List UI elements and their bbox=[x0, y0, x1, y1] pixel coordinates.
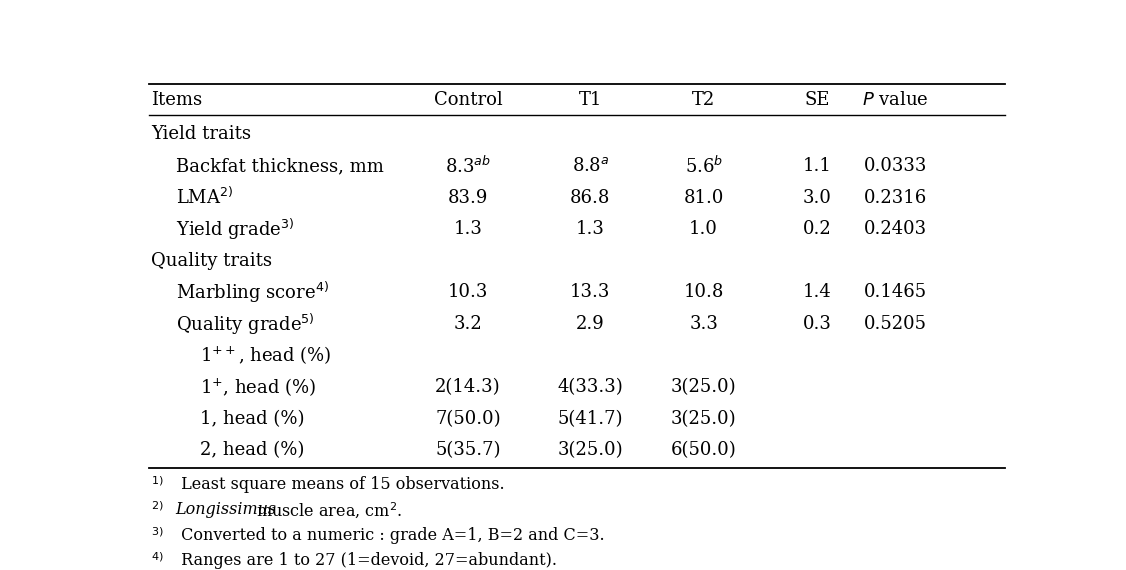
Text: 2(14.3): 2(14.3) bbox=[435, 378, 501, 396]
Text: 0.0333: 0.0333 bbox=[864, 157, 928, 175]
Text: 3.2: 3.2 bbox=[454, 315, 482, 333]
Text: Ranges are 1 to 27 (1=devoid, 27=abundant).: Ranges are 1 to 27 (1=devoid, 27=abundan… bbox=[176, 552, 556, 569]
Text: 83.9: 83.9 bbox=[448, 189, 489, 206]
Text: 0.5205: 0.5205 bbox=[864, 315, 927, 333]
Text: Yield traits: Yield traits bbox=[151, 125, 251, 143]
Text: Yield grade$^{3)}$: Yield grade$^{3)}$ bbox=[176, 217, 294, 242]
Text: Quality grade$^{5)}$: Quality grade$^{5)}$ bbox=[176, 311, 314, 336]
Text: 1$^{++}$, head (%): 1$^{++}$, head (%) bbox=[200, 345, 332, 367]
Text: 5(35.7): 5(35.7) bbox=[436, 441, 501, 459]
Text: Longissimus: Longissimus bbox=[176, 501, 277, 518]
Text: 0.2316: 0.2316 bbox=[864, 189, 927, 206]
Text: 2, head (%): 2, head (%) bbox=[200, 441, 304, 459]
Text: 8.3$^{ab}$: 8.3$^{ab}$ bbox=[445, 155, 491, 177]
Text: 5(41.7): 5(41.7) bbox=[557, 410, 623, 428]
Text: 5.6$^{b}$: 5.6$^{b}$ bbox=[685, 155, 723, 177]
Text: 2.9: 2.9 bbox=[575, 315, 605, 333]
Text: 0.2403: 0.2403 bbox=[864, 220, 927, 238]
Text: 1.3: 1.3 bbox=[454, 220, 482, 238]
Text: 0.2: 0.2 bbox=[803, 220, 831, 238]
Text: Backfat thickness, mm: Backfat thickness, mm bbox=[176, 157, 384, 175]
Text: Converted to a numeric : grade A=1, B=2 and C=3.: Converted to a numeric : grade A=1, B=2 … bbox=[176, 527, 605, 544]
Text: Least square means of 15 observations.: Least square means of 15 observations. bbox=[176, 475, 504, 492]
Text: 86.8: 86.8 bbox=[570, 189, 610, 206]
Text: 0.1465: 0.1465 bbox=[864, 283, 927, 302]
Text: 81.0: 81.0 bbox=[683, 189, 724, 206]
Text: 7(50.0): 7(50.0) bbox=[435, 410, 501, 428]
Text: 6(50.0): 6(50.0) bbox=[671, 441, 736, 459]
Text: 3.3: 3.3 bbox=[689, 315, 718, 333]
Text: $^{1)}$: $^{1)}$ bbox=[151, 475, 164, 492]
Text: 1, head (%): 1, head (%) bbox=[200, 410, 305, 428]
Text: muscle area, cm$^{2}$.: muscle area, cm$^{2}$. bbox=[250, 501, 402, 521]
Text: 1.0: 1.0 bbox=[689, 220, 718, 238]
Text: $^{3)}$: $^{3)}$ bbox=[151, 527, 164, 544]
Text: $\mathit{P}$ value: $\mathit{P}$ value bbox=[863, 91, 929, 108]
Text: T1: T1 bbox=[579, 91, 602, 108]
Text: 1.3: 1.3 bbox=[575, 220, 605, 238]
Text: 3(25.0): 3(25.0) bbox=[671, 378, 736, 396]
Text: 8.8$^{a}$: 8.8$^{a}$ bbox=[572, 157, 609, 175]
Text: 1.4: 1.4 bbox=[803, 283, 831, 302]
Text: Items: Items bbox=[151, 91, 203, 108]
Text: 3(25.0): 3(25.0) bbox=[557, 441, 623, 459]
Text: $^{2)}$: $^{2)}$ bbox=[151, 501, 164, 518]
Text: $^{4)}$: $^{4)}$ bbox=[151, 552, 164, 569]
Text: LMA$^{2)}$: LMA$^{2)}$ bbox=[176, 187, 233, 208]
Text: 1.1: 1.1 bbox=[803, 157, 831, 175]
Text: Control: Control bbox=[434, 91, 502, 108]
Text: 3(25.0): 3(25.0) bbox=[671, 410, 736, 428]
Text: 4(33.3): 4(33.3) bbox=[557, 378, 623, 396]
Text: T2: T2 bbox=[692, 91, 715, 108]
Text: 0.3: 0.3 bbox=[803, 315, 831, 333]
Text: 3.0: 3.0 bbox=[803, 189, 831, 206]
Text: 13.3: 13.3 bbox=[570, 283, 610, 302]
Text: 10.8: 10.8 bbox=[683, 283, 724, 302]
Text: 10.3: 10.3 bbox=[448, 283, 489, 302]
Text: SE: SE bbox=[804, 91, 830, 108]
Text: 1$^{+}$, head (%): 1$^{+}$, head (%) bbox=[200, 376, 316, 398]
Text: Quality traits: Quality traits bbox=[151, 252, 272, 270]
Text: Marbling score$^{4)}$: Marbling score$^{4)}$ bbox=[176, 280, 329, 305]
